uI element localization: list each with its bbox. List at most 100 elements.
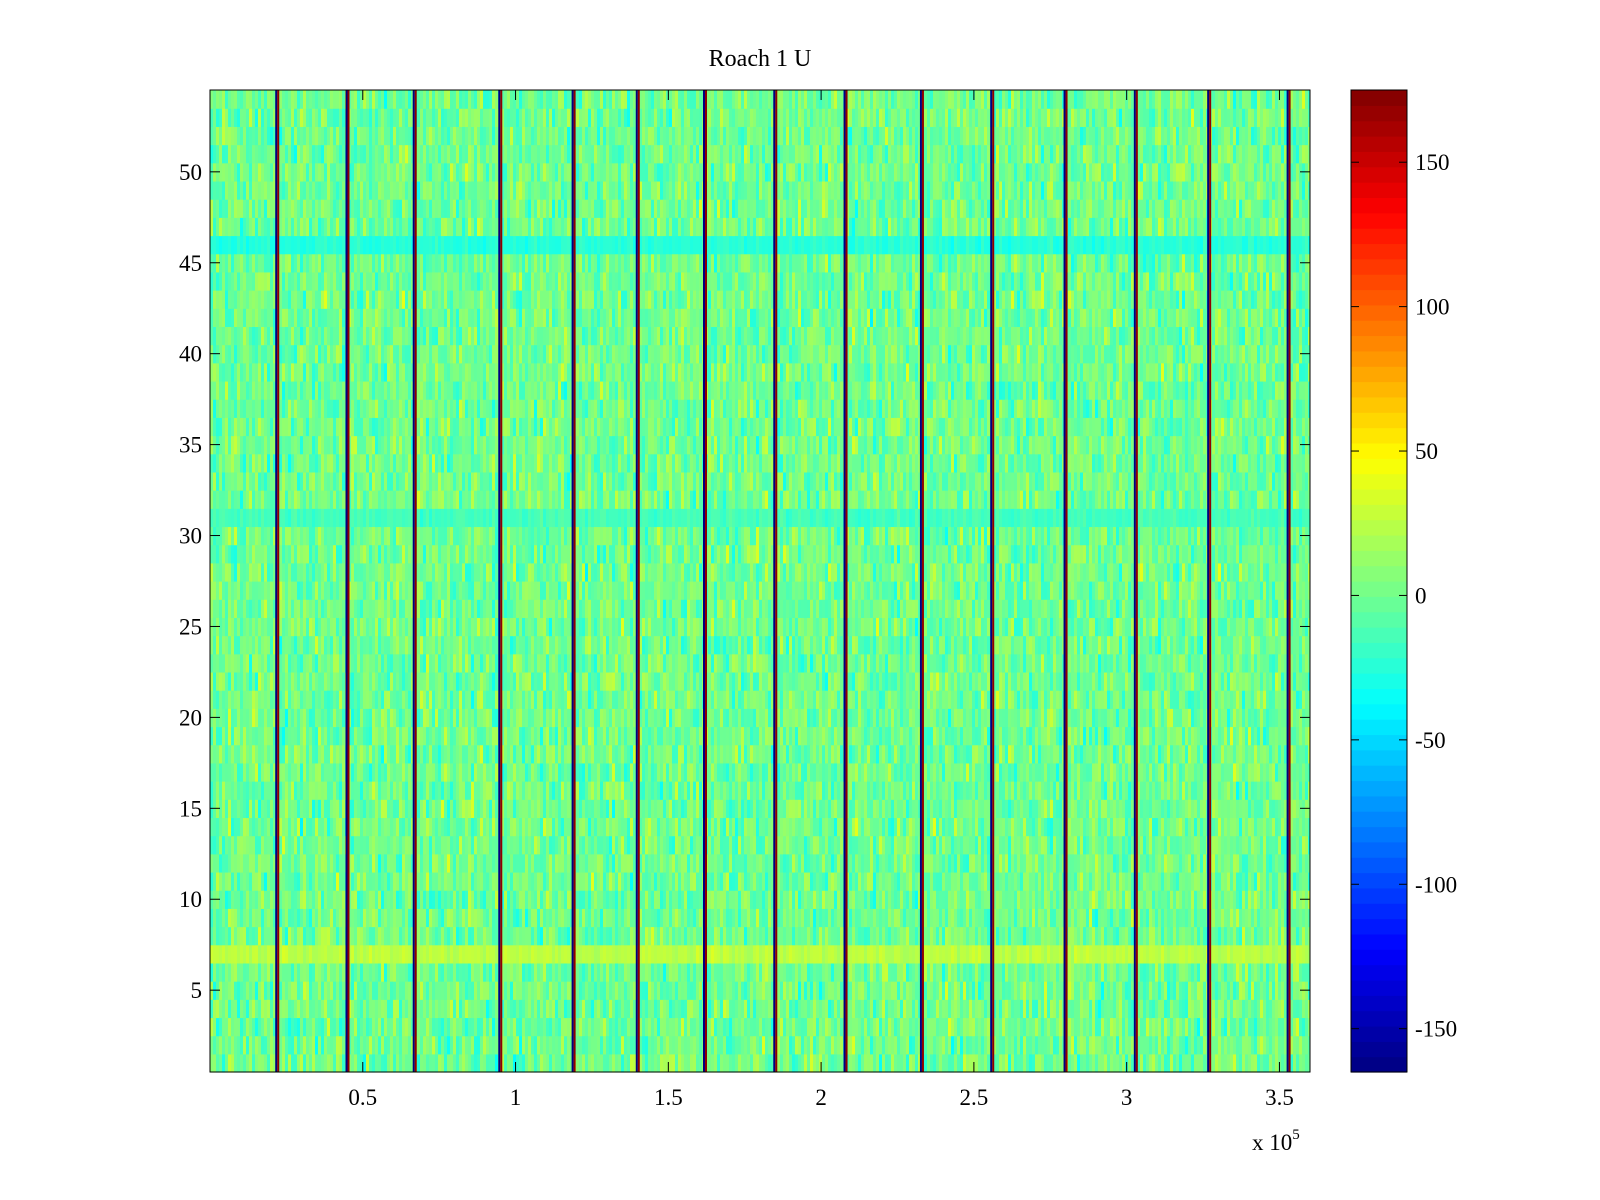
heatmap-cell xyxy=(1050,871,1053,891)
heatmap-cell xyxy=(807,926,810,946)
heatmap-cell xyxy=(651,926,654,946)
heatmap-cell xyxy=(1140,871,1143,891)
heatmap-cell xyxy=(585,926,588,946)
heatmap-cell xyxy=(816,835,819,855)
heatmap-cell xyxy=(618,908,621,928)
heatmap-cell xyxy=(231,853,234,873)
heatmap-cell xyxy=(495,835,498,855)
heatmap-cell xyxy=(285,999,288,1019)
heatmap-cell xyxy=(1122,926,1125,946)
heatmap-cell xyxy=(735,962,738,982)
heatmap-cell xyxy=(783,853,786,873)
heatmap-cell xyxy=(969,871,972,891)
heatmap-cell xyxy=(1008,835,1011,855)
heatmap-cell xyxy=(1236,944,1239,964)
heatmap-cell xyxy=(516,871,519,891)
heatmap-cell xyxy=(261,999,264,1019)
heatmap-cell xyxy=(1173,835,1176,855)
heatmap-cell xyxy=(963,871,966,891)
heatmap-cell xyxy=(696,1035,699,1055)
heatmap-cell xyxy=(780,908,783,928)
heatmap-cell xyxy=(258,1053,261,1073)
heatmap-cell xyxy=(876,944,879,964)
heatmap-cell xyxy=(804,981,807,1000)
heatmap-cell xyxy=(435,1017,438,1037)
heatmap-cell xyxy=(942,871,945,891)
heatmap-cell xyxy=(258,962,261,982)
heatmap-cell xyxy=(1215,1035,1218,1055)
heatmap-cell xyxy=(324,817,327,837)
heatmap-cell xyxy=(285,817,288,837)
heatmap-cell xyxy=(1224,1017,1227,1037)
heatmap-cell xyxy=(903,1035,906,1055)
heatmap-cell xyxy=(1026,835,1029,855)
heatmap-cell xyxy=(699,981,702,1000)
heatmap-cell xyxy=(801,1053,804,1073)
heatmap-cell xyxy=(900,890,903,909)
heatmap-cell xyxy=(438,1035,441,1055)
heatmap-cell xyxy=(1299,962,1302,982)
heatmap-cell xyxy=(795,890,798,909)
heatmap-cell xyxy=(765,926,768,946)
heatmap-cell xyxy=(768,962,771,982)
heatmap-cell xyxy=(762,944,765,964)
heatmap-cell xyxy=(978,853,981,873)
heatmap-cell xyxy=(1251,999,1254,1019)
heatmap-cell xyxy=(597,1053,600,1073)
heatmap-cell xyxy=(792,1053,795,1073)
heatmap-cell xyxy=(1197,944,1200,964)
heatmap-cell xyxy=(1035,871,1038,891)
heatmap-cell xyxy=(1236,835,1239,855)
heatmap-cell xyxy=(435,817,438,837)
heatmap-cell xyxy=(312,1053,315,1073)
heatmap-cell xyxy=(765,981,768,1000)
heatmap-cell xyxy=(1131,926,1134,946)
heatmap-cell xyxy=(1218,1035,1221,1055)
heatmap-cell xyxy=(672,890,675,909)
heatmap-cell xyxy=(261,890,264,909)
heatmap-cell xyxy=(447,926,450,946)
heatmap-cell xyxy=(798,853,801,873)
heatmap-cell xyxy=(1116,908,1119,928)
heatmap-cell xyxy=(678,999,681,1019)
heatmap-cell xyxy=(423,835,426,855)
heatmap-cell xyxy=(225,1053,228,1073)
heatmap-cell xyxy=(312,926,315,946)
heatmap-cell xyxy=(390,908,393,928)
heatmap-cell xyxy=(759,999,762,1019)
heatmap-cell xyxy=(720,999,723,1019)
heatmap-cell xyxy=(813,962,816,982)
heatmap-cell xyxy=(714,908,717,928)
heatmap-cell xyxy=(762,1017,765,1037)
heatmap-cell xyxy=(708,1053,711,1073)
heatmap-cell xyxy=(663,871,666,891)
heatmap-cell xyxy=(1053,1035,1056,1055)
heatmap-cell xyxy=(342,817,345,837)
heatmap-cell xyxy=(879,871,882,891)
heatmap-cell xyxy=(1008,1035,1011,1055)
heatmap-cell xyxy=(1008,999,1011,1019)
heatmap-cell xyxy=(495,1035,498,1055)
heatmap-cell xyxy=(918,817,921,837)
heatmap-cell xyxy=(1260,835,1263,855)
heatmap-cell xyxy=(555,871,558,891)
heatmap-cell xyxy=(993,908,996,928)
heatmap-cell xyxy=(465,1017,468,1037)
heatmap-cell xyxy=(747,871,750,891)
heatmap-cell xyxy=(396,835,399,855)
heatmap-cell xyxy=(1155,1053,1158,1073)
heatmap-cell xyxy=(528,853,531,873)
heatmap-cell xyxy=(549,1053,552,1073)
heatmap-cell xyxy=(222,1035,225,1055)
heatmap-cell xyxy=(549,926,552,946)
heatmap-cell xyxy=(438,908,441,928)
heatmap-cell xyxy=(1074,926,1077,946)
heatmap-cell xyxy=(1101,999,1104,1019)
heatmap-cell xyxy=(408,1017,411,1037)
heatmap-cell xyxy=(1074,890,1077,909)
heatmap-cell xyxy=(918,853,921,873)
heatmap-cell xyxy=(213,835,216,855)
heatmap-cell xyxy=(855,999,858,1019)
heatmap-cell xyxy=(429,1017,432,1037)
heatmap-cell xyxy=(1284,944,1287,964)
